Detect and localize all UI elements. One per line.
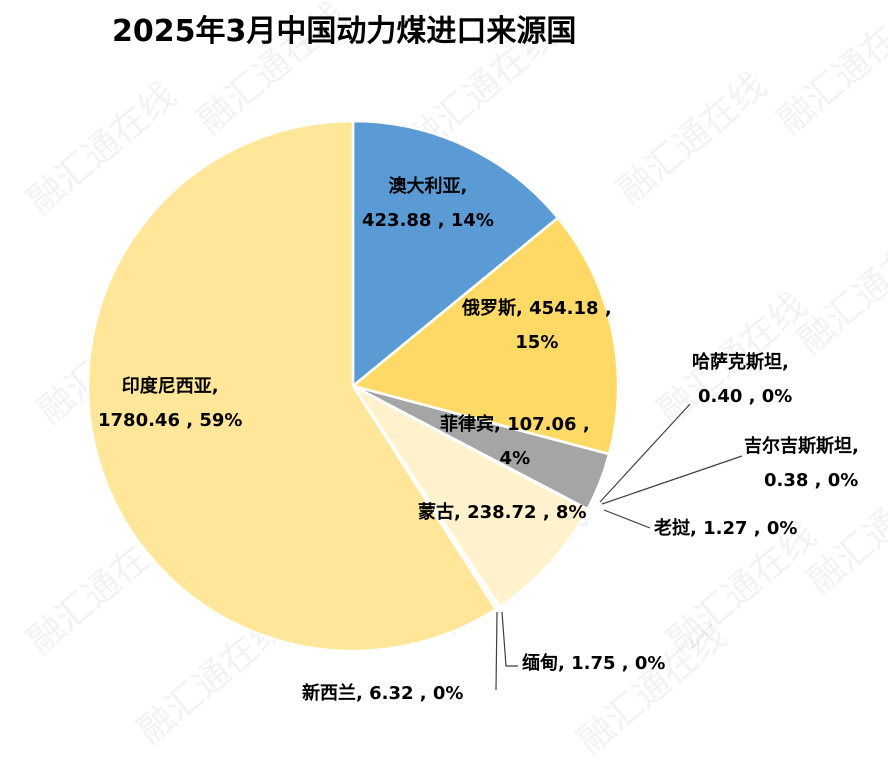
- pie-slice-1: [350, 216, 620, 456]
- label-mongolia: 蒙古, 238.72 , 8%: [418, 502, 587, 523]
- label-myanmar: 缅甸, 1.75 , 0%: [522, 653, 666, 674]
- leader-line-7: [501, 611, 518, 667]
- label-australia: 澳大利亚, 423.88 , 14%: [362, 176, 494, 231]
- pie-slice-0: [351, 119, 560, 389]
- leader-line-5: [603, 509, 651, 529]
- label-russia: 俄罗斯, 454.18 , 15%: [462, 298, 612, 353]
- label-new-zealand: 新西兰, 6.32 , 0%: [302, 683, 464, 704]
- pie-chart: [86, 119, 743, 691]
- label-indonesia: 印度尼西亚, 1780.46 , 59%: [98, 376, 243, 431]
- pie-slice-9: [86, 119, 498, 653]
- chart-title: 2025年3月中国动力煤进口来源国: [112, 14, 577, 49]
- label-philippines: 菲律宾, 107.06 , 4%: [440, 414, 590, 469]
- label-kazakhstan: 哈萨克斯坦, 0.40 , 0%: [692, 352, 793, 407]
- leader-line-2: [599, 403, 691, 503]
- leader-lines: [495, 403, 743, 691]
- label-laos: 老挝, 1.27 , 0%: [654, 518, 798, 539]
- leader-line-4: [601, 455, 743, 505]
- leader-line-8: [495, 611, 498, 691]
- pie-slice-6: [351, 384, 589, 609]
- label-kyrgyzstan: 吉尔吉斯斯坦, 0.38 , 0%: [744, 436, 859, 491]
- pie-slices: [86, 119, 620, 653]
